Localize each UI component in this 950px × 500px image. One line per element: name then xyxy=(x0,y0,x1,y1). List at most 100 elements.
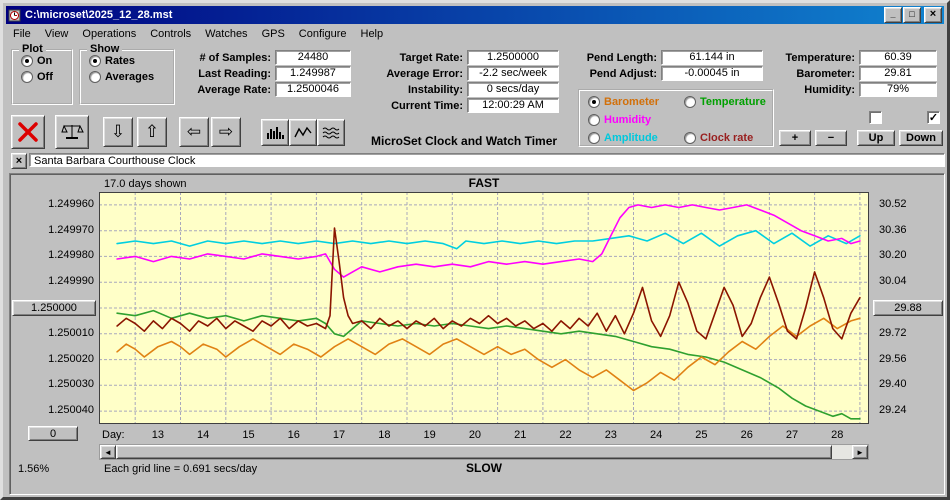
right-axis-tick: 29.72 xyxy=(879,326,907,339)
left-axis-tick: 1.250040 xyxy=(48,404,94,417)
readout-row: Pend Length: 61.144 in xyxy=(569,50,763,65)
close-button[interactable]: × xyxy=(924,7,942,23)
day-tick-label: 17 xyxy=(332,429,346,441)
menu-file[interactable]: File xyxy=(13,28,31,40)
app-icon xyxy=(8,9,21,21)
chart-name-field[interactable]: Santa Barbara Courthouse Clock xyxy=(29,153,945,167)
day-tick-label: 13 xyxy=(151,429,164,441)
arrow-right-button[interactable]: ⇨ xyxy=(211,117,241,147)
horizontal-scrollbar[interactable]: ◄ ► xyxy=(99,444,869,460)
radio-barometer[interactable]: Barometer xyxy=(588,94,676,110)
radio-temperature[interactable]: Temperature xyxy=(684,94,766,110)
line-view-button[interactable] xyxy=(289,119,317,146)
channel-radios: Barometer Temperature Humidity Amplitude Clo… xyxy=(580,91,772,146)
show-group-caption: Show xyxy=(87,43,123,55)
radio-clock-rate[interactable]: Clock rate xyxy=(684,130,766,146)
scrollbar-thumb[interactable] xyxy=(116,445,832,459)
readout-row: Current Time: 12:00:29 AM xyxy=(371,98,559,113)
radio-dot xyxy=(89,71,101,83)
calibrate-button[interactable] xyxy=(55,115,89,149)
maximize-button[interactable]: □ xyxy=(903,7,921,23)
radio-dot xyxy=(588,114,600,126)
day-tick-label: 23 xyxy=(604,429,617,441)
readout-value: 0 secs/day xyxy=(467,82,559,97)
readout-label: Average Error: xyxy=(386,67,463,80)
down-button[interactable]: Down xyxy=(899,130,943,146)
scrollbar-right-arrow[interactable]: ► xyxy=(852,445,868,459)
day-tick-label: 24 xyxy=(649,429,663,441)
left-axis-tick: 1.249990 xyxy=(48,275,94,288)
radio-on[interactable]: On xyxy=(21,55,71,67)
arrow-down-button[interactable]: ⇩ xyxy=(103,117,133,147)
chart-label-close-button[interactable]: × xyxy=(11,153,27,169)
radio-humidity[interactable]: Humidity xyxy=(588,112,676,128)
readout-label: Humidity: xyxy=(804,83,855,96)
day-tick-label: 22 xyxy=(559,429,572,441)
chart-panel: 17.0 days shown FAST 0 Day: ◄ ► 1.56% Ea… xyxy=(9,173,945,495)
radio-averages[interactable]: Averages xyxy=(89,71,173,83)
arrow-left-button[interactable]: ⇦ xyxy=(179,117,209,147)
stop-button[interactable] xyxy=(11,115,45,149)
zigzag-line-icon xyxy=(294,126,312,137)
radio-dot xyxy=(21,55,33,67)
menu-help[interactable]: Help xyxy=(360,28,384,40)
radio-label: Rates xyxy=(105,55,135,67)
readout-col1: # of Samples: 24480 Last Reading: 1.249987 A… xyxy=(185,50,351,99)
balance-icon xyxy=(61,124,84,139)
readout-row: Average Rate: 1.2500046 xyxy=(185,82,351,97)
waves-icon xyxy=(322,127,340,138)
menu-view[interactable]: View xyxy=(44,28,69,40)
checkbox-1[interactable] xyxy=(869,111,882,124)
right-axis-target-button[interactable]: 29.88 xyxy=(873,300,943,316)
radio-amplitude[interactable]: Amplitude xyxy=(588,130,676,146)
readout-row: # of Samples: 24480 xyxy=(185,50,351,65)
left-axis-tick: 1.249960 xyxy=(48,197,94,210)
scrollbar-left-arrow[interactable]: ◄ xyxy=(100,445,116,459)
multi-trace-view-button[interactable] xyxy=(317,119,345,146)
up-button[interactable]: Up xyxy=(857,130,895,146)
day-axis-label: Day: xyxy=(102,429,125,441)
right-axis-tick: 30.20 xyxy=(879,249,907,262)
minimize-button[interactable]: _ xyxy=(884,7,902,23)
radio-label: Temperature xyxy=(700,96,766,108)
readout-value: 24480 xyxy=(275,50,351,65)
histogram-view-button[interactable] xyxy=(261,119,289,146)
minus-button[interactable]: − xyxy=(815,130,847,146)
readout-label: Temperature: xyxy=(785,51,855,64)
left-axis-target-button[interactable]: 1.250000 xyxy=(12,300,96,316)
checkbox-2[interactable]: ✓ xyxy=(927,111,940,124)
rate-chart[interactable] xyxy=(99,192,869,424)
readout-label: Last Reading: xyxy=(198,67,271,80)
right-axis-tick: 29.40 xyxy=(879,378,907,391)
right-axis-tick: 30.52 xyxy=(879,197,907,210)
radio-off[interactable]: Off xyxy=(21,71,71,83)
day-tick-label: 16 xyxy=(287,429,300,441)
day-tick-label: 14 xyxy=(197,429,210,441)
right-axis-tick: 30.04 xyxy=(879,275,907,288)
menu-configure[interactable]: Configure xyxy=(298,28,347,40)
menu-watches[interactable]: Watches xyxy=(205,28,248,40)
zero-button[interactable]: 0 xyxy=(28,426,78,441)
menu-gps[interactable]: GPS xyxy=(261,28,285,40)
plus-button[interactable]: + xyxy=(779,130,811,146)
arrow-up-button[interactable]: ⇧ xyxy=(137,117,167,147)
radio-label: On xyxy=(37,55,53,67)
series-barometer xyxy=(116,317,861,392)
day-tick-label: 26 xyxy=(740,429,753,441)
readout-value: 1.2500000 xyxy=(467,50,559,65)
left-axis-tick: 1.249980 xyxy=(48,249,94,262)
menu-controls[interactable]: Controls xyxy=(150,28,192,40)
left-axis-tick: 1.250020 xyxy=(48,352,94,365)
readout-row: Humidity: 79% xyxy=(769,82,937,97)
red-x-icon xyxy=(18,122,38,142)
radio-label: Averages xyxy=(105,71,155,83)
menu-operations[interactable]: Operations xyxy=(82,28,137,40)
radio-rates[interactable]: Rates xyxy=(89,55,173,67)
radio-dot xyxy=(588,132,600,144)
day-tick-label: 20 xyxy=(468,429,482,441)
histogram-icon xyxy=(267,126,284,139)
series-amplitude xyxy=(116,229,861,250)
window-title: C:\microset\2025_12_28.mst xyxy=(25,9,173,21)
show-groupbox: Show Rates Averages xyxy=(79,43,175,105)
day-tick-label: 21 xyxy=(514,429,527,441)
